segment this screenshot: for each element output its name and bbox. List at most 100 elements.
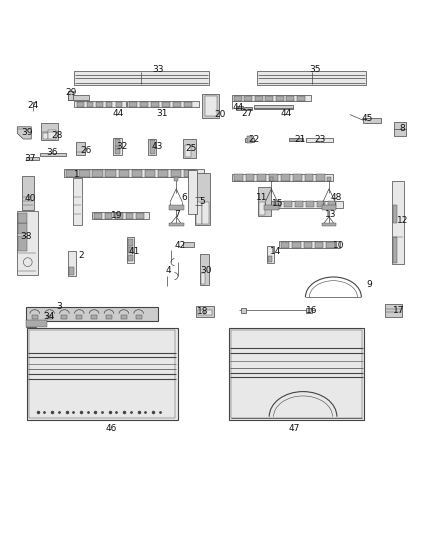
Bar (76, 314, 82, 319)
Bar (29, 330, 175, 418)
Text: 30: 30 (200, 266, 212, 276)
Bar (246, 174, 254, 181)
Bar (393, 205, 397, 223)
Bar (94, 213, 102, 219)
Text: 7: 7 (175, 211, 180, 220)
Bar (128, 239, 133, 246)
Bar (183, 243, 194, 247)
Text: 47: 47 (288, 424, 300, 433)
Bar (68, 91, 73, 100)
Text: 26: 26 (80, 146, 92, 155)
Bar (254, 105, 293, 109)
Text: 44: 44 (232, 103, 244, 111)
Bar (268, 256, 272, 262)
Bar (316, 174, 325, 181)
Polygon shape (26, 321, 35, 327)
Text: 8: 8 (399, 125, 405, 133)
Text: 41: 41 (129, 247, 141, 256)
Bar (306, 138, 332, 142)
Text: 20: 20 (214, 110, 226, 119)
Bar (74, 71, 208, 85)
Bar (198, 310, 204, 316)
Bar (276, 96, 284, 101)
Bar (128, 255, 133, 261)
Bar (234, 174, 243, 181)
Bar (244, 107, 252, 110)
Bar (73, 178, 82, 225)
Bar (64, 169, 204, 177)
Text: 27: 27 (242, 109, 253, 118)
Bar (304, 242, 312, 248)
Bar (127, 237, 134, 263)
Bar (106, 314, 112, 319)
Text: 15: 15 (272, 199, 284, 208)
Bar (306, 201, 314, 207)
Bar (96, 102, 103, 107)
Bar (116, 102, 122, 107)
Bar (241, 308, 246, 313)
Bar (234, 96, 242, 101)
Text: 2: 2 (78, 251, 84, 260)
Bar (205, 96, 217, 116)
Bar (265, 96, 273, 101)
Bar (232, 95, 311, 101)
Text: 29: 29 (66, 88, 77, 97)
Bar (196, 203, 201, 224)
Bar (61, 314, 67, 319)
Bar (326, 242, 335, 248)
Bar (121, 314, 127, 319)
Bar (293, 174, 301, 181)
Bar (18, 223, 27, 234)
Bar (273, 201, 281, 207)
Bar (40, 152, 66, 156)
Text: 6: 6 (181, 193, 187, 202)
Bar (297, 96, 304, 101)
Bar (91, 314, 97, 319)
Bar (363, 118, 381, 123)
Bar (105, 213, 113, 219)
Bar (202, 203, 208, 224)
Bar (279, 241, 339, 248)
Bar (136, 314, 142, 319)
Bar (77, 102, 84, 107)
Bar (184, 102, 192, 107)
Bar (247, 136, 252, 143)
Bar (258, 71, 366, 85)
Polygon shape (17, 127, 31, 139)
Bar (245, 138, 254, 142)
Bar (286, 96, 294, 101)
Text: 45: 45 (362, 115, 373, 124)
Bar (317, 201, 325, 207)
Bar (150, 140, 155, 154)
Text: 28: 28 (52, 131, 63, 140)
Text: 18: 18 (197, 306, 208, 316)
Bar (183, 139, 196, 158)
Bar (18, 213, 27, 223)
Bar (393, 237, 397, 263)
Text: 14: 14 (270, 247, 282, 256)
Bar (258, 187, 271, 216)
Bar (173, 102, 181, 107)
Bar (126, 213, 134, 219)
Bar (132, 169, 142, 176)
Bar (171, 169, 181, 176)
Bar (158, 169, 168, 176)
Bar (264, 205, 279, 210)
Bar (392, 181, 404, 264)
Bar (92, 212, 149, 220)
Text: 12: 12 (397, 216, 408, 225)
Text: 21: 21 (294, 134, 305, 143)
Bar (136, 213, 144, 219)
Bar (281, 174, 290, 181)
Text: 3: 3 (57, 302, 63, 311)
Text: 11: 11 (256, 193, 268, 202)
Bar (385, 304, 403, 317)
Bar (162, 102, 170, 107)
Text: 39: 39 (21, 127, 33, 136)
Text: 48: 48 (330, 193, 342, 202)
Text: 42: 42 (174, 241, 185, 250)
Bar (26, 157, 39, 159)
Text: 44: 44 (281, 109, 292, 118)
Text: 24: 24 (27, 101, 38, 110)
Text: 38: 38 (20, 232, 32, 241)
